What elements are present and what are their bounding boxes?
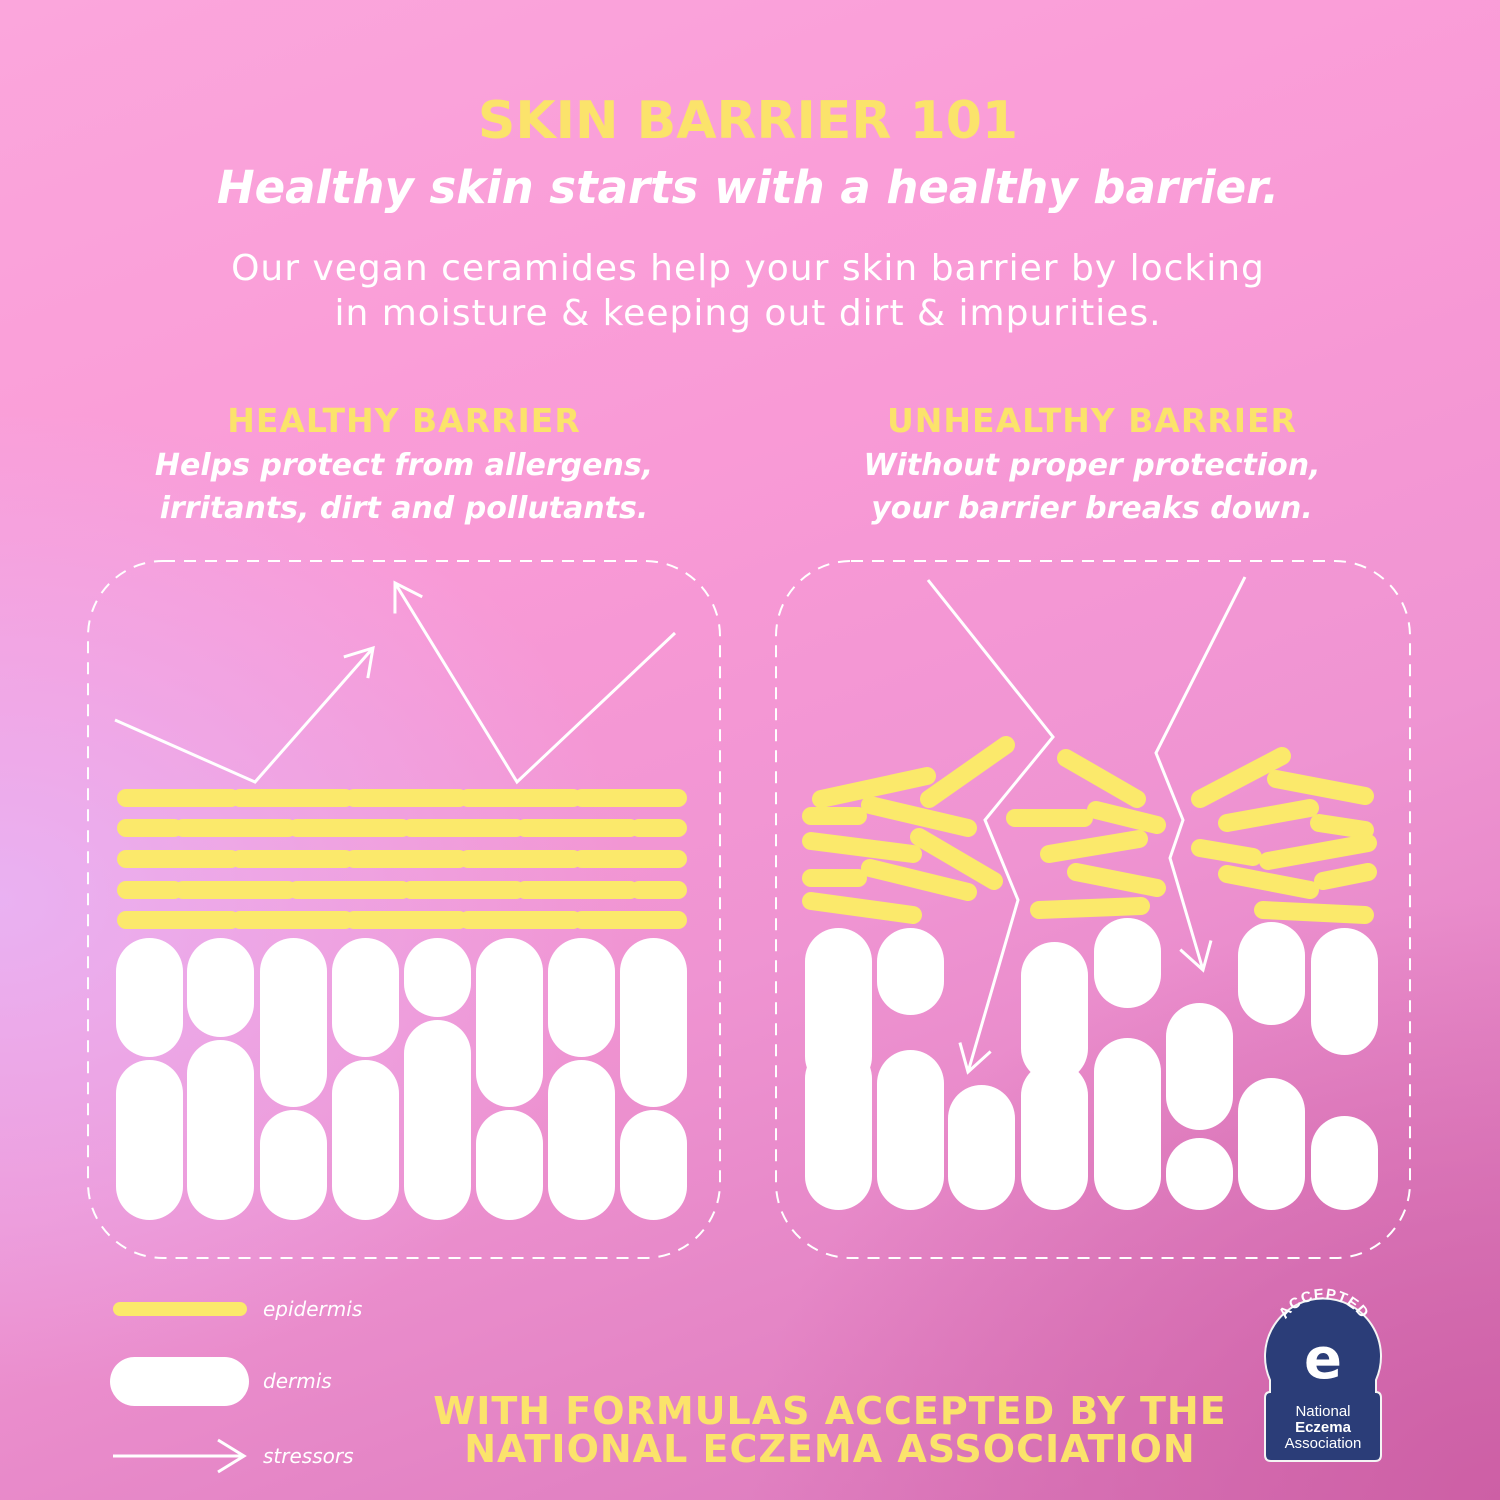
epidermis-cell	[910, 828, 1003, 890]
healthy-desc-1: Helps protect from allergens,	[155, 448, 653, 483]
badge-e-logo-icon: e	[1304, 1327, 1342, 1392]
page-subtitle: Healthy skin starts with a healthy barri…	[217, 161, 1279, 214]
badge-line-2: Eczema	[1295, 1419, 1352, 1436]
badge-line-1: National	[1295, 1403, 1350, 1420]
epidermis-cell	[1218, 799, 1319, 832]
unhealthy-desc-1: Without proper protection,	[863, 448, 1320, 483]
dermis-cell	[1311, 928, 1378, 1055]
epidermis-cell	[920, 736, 1015, 808]
unhealthy-panel-border	[775, 560, 1411, 1259]
epidermis-cell	[1067, 863, 1166, 897]
dermis-cell	[332, 1060, 399, 1220]
epidermis-cell	[1057, 749, 1146, 808]
dermis-cell	[404, 938, 471, 1017]
dermis-cell	[476, 938, 543, 1107]
dermis-cell	[116, 938, 183, 1057]
badge-line-3: Association	[1285, 1435, 1362, 1452]
dermis-cell	[1238, 1078, 1305, 1210]
epidermis-cell	[1254, 901, 1374, 924]
dermis-cell	[1094, 1038, 1161, 1210]
epidermis-cell	[1191, 747, 1291, 808]
epidermis-cell	[1259, 834, 1377, 870]
stressor-arrow	[1154, 576, 1247, 973]
dermis-cell	[877, 1050, 944, 1210]
epidermis-cell	[802, 892, 922, 924]
dermis-cell	[877, 928, 944, 1015]
epidermis-cell	[1087, 801, 1166, 834]
unhealthy-desc-2: your barrier breaks down.	[871, 491, 1313, 526]
healthy-panel-border	[87, 560, 721, 1259]
dermis-cell	[1166, 1138, 1233, 1210]
stressor-arrow	[393, 580, 677, 785]
dermis-cell	[187, 1040, 254, 1220]
intro-line-2: in moisture & keeping out dirt & impurit…	[334, 293, 1161, 334]
dermis-cell	[116, 1060, 183, 1220]
healthy-desc-2: irritants, dirt and pollutants.	[160, 491, 649, 526]
epidermis-cell	[802, 832, 922, 863]
dermis-cell	[948, 1085, 1015, 1210]
epidermis-cell	[812, 767, 936, 808]
legend-stressors-label: stressors	[263, 1444, 354, 1468]
legend-epidermis-label: epidermis	[263, 1297, 362, 1321]
epidermis-cell	[1040, 830, 1148, 863]
stressor-arrow	[114, 645, 375, 784]
dermis-cell	[1311, 1116, 1378, 1210]
dermis-cell	[620, 938, 687, 1107]
epidermis-cell	[1218, 865, 1319, 899]
dermis-cell	[260, 1110, 327, 1220]
dermis-cell	[187, 938, 254, 1037]
page-title: SKIN BARRIER 101	[478, 91, 1018, 151]
dermis-cell	[332, 938, 399, 1057]
epidermis-cell	[861, 796, 977, 837]
epidermis-cell	[1310, 814, 1374, 839]
dermis-cell	[1094, 918, 1161, 1008]
legend-dermis-swatch	[110, 1357, 249, 1406]
dermis-cell	[620, 1110, 687, 1220]
epidermis-cell	[1191, 839, 1262, 866]
dermis-cell	[1021, 1062, 1088, 1210]
healthy-diagram	[114, 580, 687, 1220]
dermis-cell	[548, 1060, 615, 1220]
stressor-arrow	[926, 579, 1055, 1075]
healthy-title: HEALTHY BARRIER	[227, 401, 581, 440]
eczema-association-badge: ACCEPTED e National Eczema Association	[1264, 1286, 1382, 1462]
footer-line-1: WITH FORMULAS ACCEPTED BY THE	[433, 1389, 1226, 1433]
intro-line-1: Our vegan ceramides help your skin barri…	[231, 248, 1265, 289]
unhealthy-diagram	[802, 576, 1378, 1210]
dermis-cell	[548, 938, 615, 1057]
epidermis-cell	[861, 859, 977, 901]
dermis-cell	[805, 1045, 872, 1210]
epidermis-cell	[1314, 863, 1377, 890]
dermis-cell	[1021, 942, 1088, 1082]
epidermis-cell	[1267, 770, 1374, 805]
unhealthy-title: UNHEALTHY BARRIER	[887, 401, 1297, 440]
dermis-cell	[260, 938, 327, 1107]
dermis-cell	[1238, 922, 1305, 1025]
epidermis-cell	[1030, 897, 1150, 919]
legend-dermis-label: dermis	[263, 1369, 332, 1393]
dermis-cell	[1166, 1003, 1233, 1130]
dermis-cell	[476, 1110, 543, 1220]
footer-line-2: NATIONAL ECZEMA ASSOCIATION	[464, 1427, 1195, 1471]
badge-shape	[1264, 1297, 1382, 1462]
dermis-cell	[404, 1020, 471, 1220]
